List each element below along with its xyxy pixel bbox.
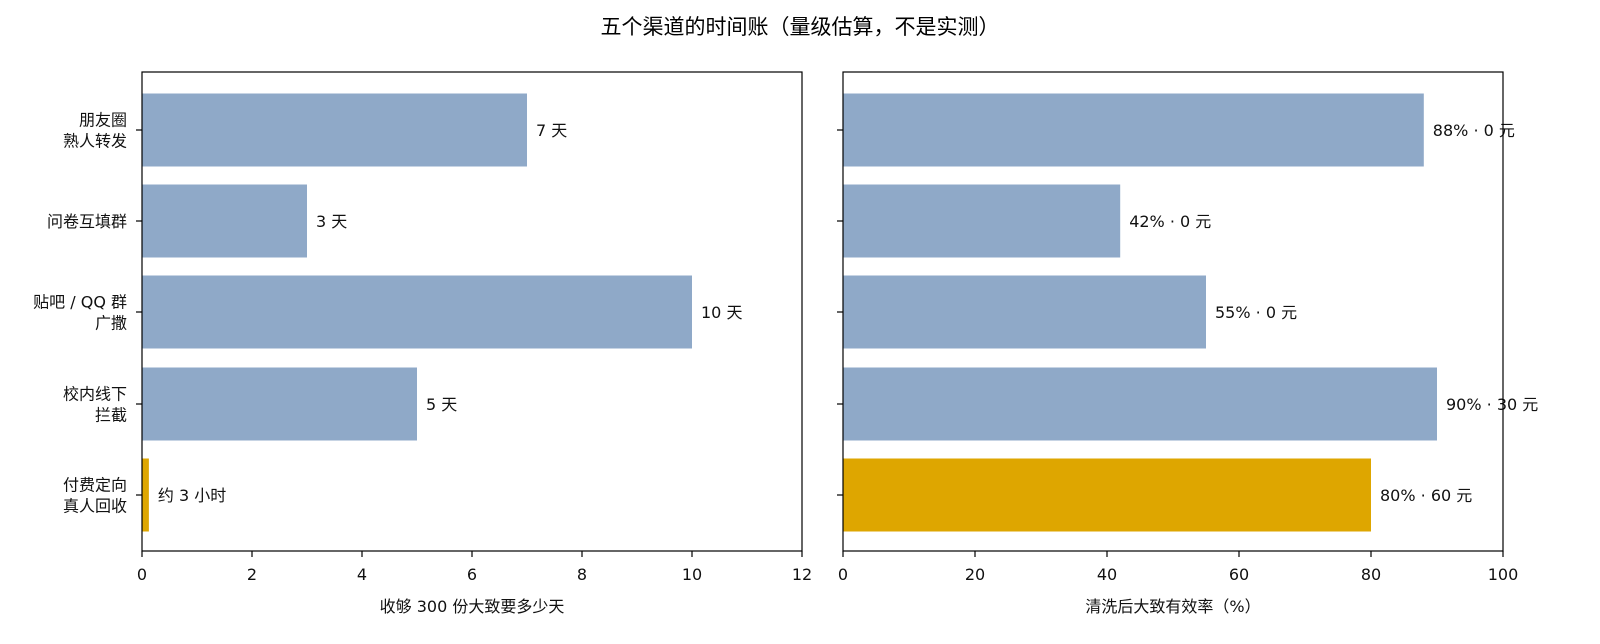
data-label: 5 天 bbox=[426, 395, 457, 414]
days-panel: 7 天 3 天 10 天 5 天约 3 小时 0 2 4 6 8 10 12 收够 300 份大致要多… bbox=[33, 71, 812, 616]
category-label: 问卷互填群 bbox=[47, 212, 127, 231]
data-label: 7 天 bbox=[536, 121, 567, 140]
bar bbox=[843, 184, 1121, 258]
bar bbox=[142, 93, 527, 167]
data-label: 88% · 0 元 bbox=[1433, 121, 1515, 140]
category-label: 真人回收 bbox=[63, 497, 127, 516]
bar bbox=[843, 275, 1206, 349]
x-tick-label: 4 bbox=[357, 565, 367, 584]
category-label: 付费定向 bbox=[63, 476, 127, 495]
category-label: 广撒 bbox=[95, 314, 127, 333]
data-label: 90% · 30 元 bbox=[1446, 395, 1538, 414]
x-tick-label: 6 bbox=[467, 565, 477, 584]
x-tick-label: 60 bbox=[1229, 565, 1249, 584]
category-label: 朋友圈 bbox=[79, 111, 127, 130]
category-label: 拦截 bbox=[95, 406, 127, 425]
x-tick-label: 100 bbox=[1488, 565, 1519, 584]
x-tick-label: 40 bbox=[1097, 565, 1117, 584]
bar bbox=[843, 367, 1437, 441]
bar bbox=[142, 184, 307, 258]
x-tick-label: 2 bbox=[247, 565, 257, 584]
category-label: 贴吧 / QQ 群 bbox=[33, 293, 127, 312]
data-label: 3 天 bbox=[316, 212, 347, 231]
data-label: 42% · 0 元 bbox=[1129, 212, 1211, 231]
bar bbox=[843, 93, 1424, 167]
data-label: 约 3 小时 bbox=[158, 486, 226, 505]
bar bbox=[142, 275, 692, 349]
x-tick-label: 80 bbox=[1361, 565, 1381, 584]
data-label: 80% · 60 元 bbox=[1380, 486, 1472, 505]
category-label: 校内线下 bbox=[63, 385, 127, 404]
x-tick-label: 10 bbox=[682, 565, 702, 584]
x-tick-label: 12 bbox=[792, 565, 812, 584]
x-tick-label: 20 bbox=[965, 565, 985, 584]
x-axis-label: 收够 300 份大致要多少天 bbox=[380, 597, 565, 616]
data-label: 10 天 bbox=[701, 303, 742, 322]
data-label: 55% · 0 元 bbox=[1215, 303, 1297, 322]
chart-title: 五个渠道的时间账（量级估算，不是实测） bbox=[601, 15, 1000, 39]
bar bbox=[142, 367, 417, 441]
efficiency-panel: 88% · 0 元 42% · 0 元 55% · 0 元 90% · 30 元 80%… bbox=[837, 71, 1538, 616]
bar bbox=[142, 458, 149, 532]
x-tick-label: 0 bbox=[838, 565, 848, 584]
x-tick-label: 0 bbox=[137, 565, 147, 584]
x-tick-label: 8 bbox=[577, 565, 587, 584]
x-axis-label: 清洗后大致有效率（%） bbox=[1085, 597, 1260, 616]
category-label: 熟人转发 bbox=[63, 132, 127, 151]
bar bbox=[843, 458, 1371, 532]
